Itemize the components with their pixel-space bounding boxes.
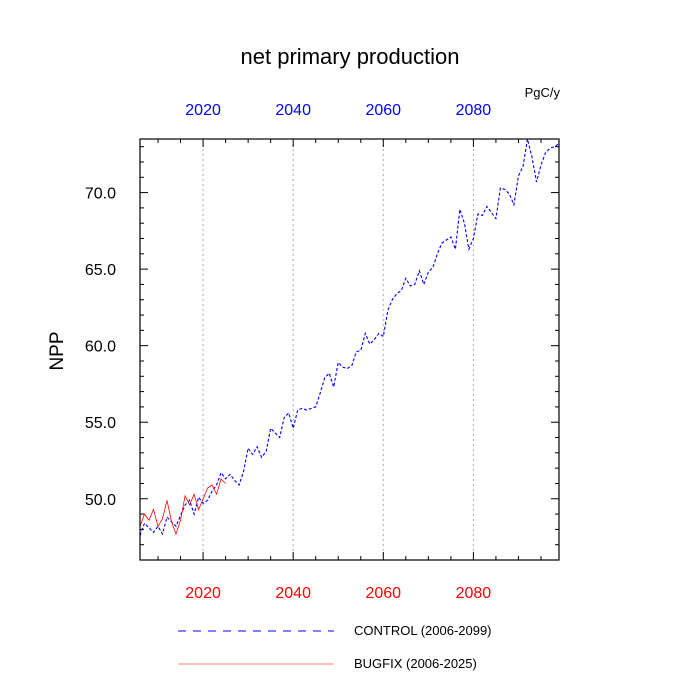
legend-label-control: CONTROL (2006-2099) <box>354 623 492 638</box>
x-tick-label-bottom-2080: 2080 <box>456 585 492 602</box>
x-tick-label-bottom-2020: 2020 <box>185 585 221 602</box>
legend-label-bugfix: BUGFIX (2006-2025) <box>354 656 477 671</box>
x-tick-label-top-2040: 2040 <box>275 102 311 119</box>
x-tick-label-top-2060: 2060 <box>365 102 401 119</box>
series-line-control <box>139 138 560 536</box>
y-tick-label-55.0: 55.0 <box>85 415 116 432</box>
x-tick-label-bottom-2060: 2060 <box>365 585 401 602</box>
y-tick-label-70.0: 70.0 <box>85 186 116 203</box>
axis-ticks <box>140 139 559 561</box>
y-tick-label-60.0: 60.0 <box>85 339 116 356</box>
y-axis-label: NPP <box>47 331 68 370</box>
series-line-bugfix <box>139 478 226 536</box>
chart-title: net primary production <box>241 44 460 69</box>
x-tick-label-bottom-2040: 2040 <box>275 585 311 602</box>
y-tick-label-50.0: 50.0 <box>85 492 116 509</box>
tick-labels: 2020 2020 2040 2040 2060 2060 2080 2080 50.0 55.0… <box>85 102 491 602</box>
legend: CONTROL (2006-2099) BUGFIX (2006-2025) <box>178 623 492 671</box>
grid-lines <box>202 139 474 560</box>
units-label: PgC/y <box>525 85 561 100</box>
x-tick-label-top-2080: 2080 <box>456 102 492 119</box>
y-tick-label-65.0: 65.0 <box>85 262 116 279</box>
series-lines <box>139 138 560 536</box>
x-tick-label-top-2020: 2020 <box>185 102 221 119</box>
plot-frame <box>139 138 560 561</box>
